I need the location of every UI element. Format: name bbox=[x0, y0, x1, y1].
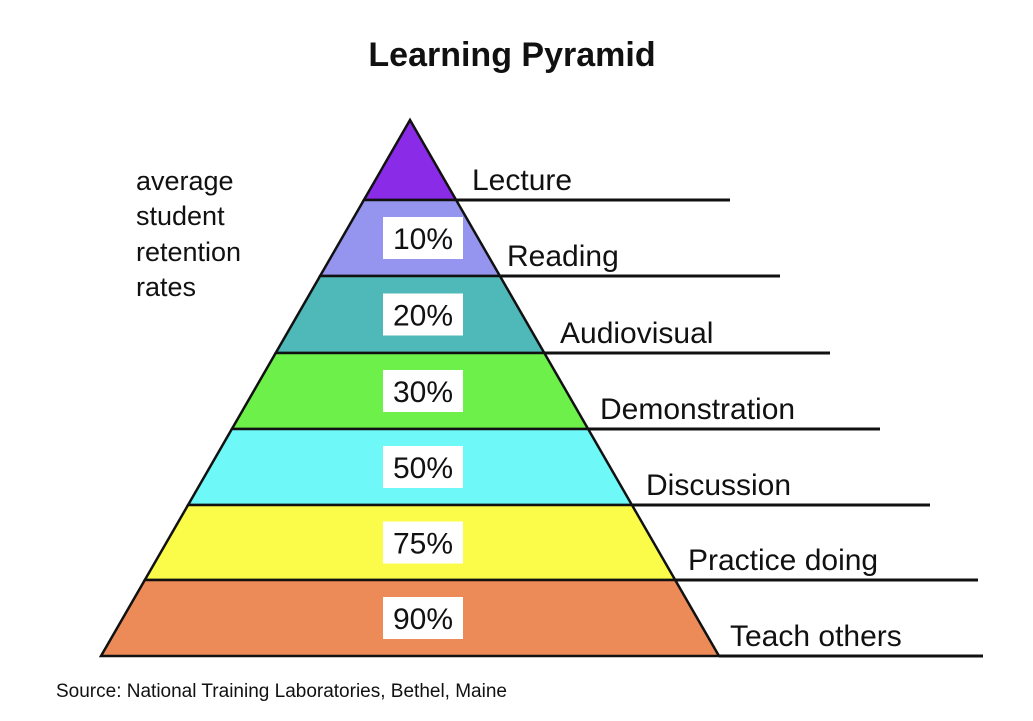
level-label: Lecture bbox=[472, 164, 572, 197]
pyramid-band-lecture bbox=[361, 117, 459, 202]
percent-value: 10% bbox=[393, 223, 453, 256]
percent-box bbox=[383, 597, 463, 639]
percent-value: 75% bbox=[393, 528, 453, 561]
percent-box bbox=[383, 370, 463, 412]
percent-box bbox=[383, 217, 463, 259]
level-label: Demonstration bbox=[600, 393, 795, 426]
percent-box bbox=[383, 293, 463, 336]
source-note: Source: National Training Laboratories, … bbox=[56, 681, 507, 702]
percent-value: 90% bbox=[393, 603, 453, 636]
side-note: average student retention rates bbox=[136, 166, 241, 302]
side-note-line: average bbox=[136, 166, 234, 196]
side-note-line: student bbox=[136, 201, 225, 231]
percent-value: 20% bbox=[393, 300, 453, 333]
level-label: Discussion bbox=[646, 469, 791, 502]
level-label: Practice doing bbox=[688, 544, 878, 577]
level-label: Reading bbox=[507, 240, 619, 273]
percent-value: 50% bbox=[393, 452, 453, 485]
level-label: Teach others bbox=[730, 620, 902, 653]
diagram-title: Learning Pyramid bbox=[368, 36, 655, 74]
percent-value: 30% bbox=[393, 376, 453, 409]
percent-box bbox=[383, 446, 463, 488]
side-note-line: rates bbox=[136, 272, 196, 302]
level-label: Audiovisual bbox=[560, 317, 713, 350]
side-note-line: retention bbox=[136, 237, 241, 267]
percent-box bbox=[383, 521, 463, 564]
